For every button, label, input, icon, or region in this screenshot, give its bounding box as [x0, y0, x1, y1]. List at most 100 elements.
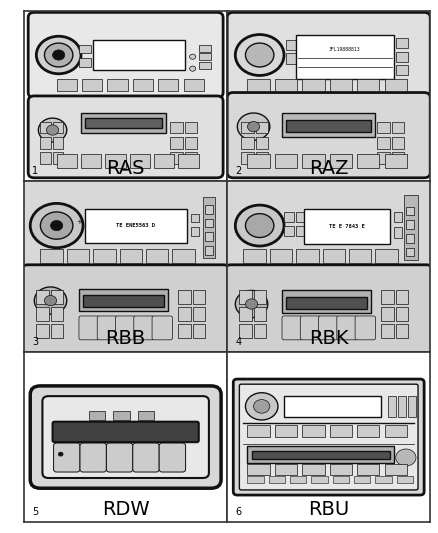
- Bar: [405, 207, 413, 215]
- Bar: [184, 137, 196, 149]
- Bar: [374, 249, 397, 263]
- Text: RAS: RAS: [106, 159, 145, 178]
- Bar: [296, 35, 393, 79]
- Bar: [283, 225, 293, 236]
- Bar: [395, 38, 407, 48]
- Bar: [198, 62, 211, 69]
- Circle shape: [36, 36, 81, 74]
- Circle shape: [53, 50, 65, 60]
- Bar: [395, 52, 407, 62]
- Bar: [241, 122, 253, 133]
- Bar: [113, 411, 130, 420]
- Bar: [395, 65, 407, 76]
- Bar: [145, 249, 168, 263]
- Bar: [255, 137, 267, 149]
- FancyBboxPatch shape: [281, 316, 302, 340]
- Bar: [178, 290, 190, 304]
- Bar: [251, 451, 389, 459]
- Circle shape: [54, 449, 67, 459]
- Text: 4: 4: [235, 337, 241, 346]
- Bar: [40, 152, 50, 164]
- Bar: [130, 154, 150, 167]
- Circle shape: [34, 287, 67, 314]
- Bar: [192, 290, 205, 304]
- Bar: [247, 154, 269, 167]
- Bar: [253, 308, 265, 321]
- Text: TE E 7843 E: TE E 7843 E: [328, 224, 364, 229]
- Bar: [296, 212, 306, 222]
- Bar: [329, 425, 351, 437]
- Text: TE ENE5563 D: TE ENE5563 D: [116, 223, 155, 228]
- Bar: [170, 137, 182, 149]
- Text: RAZ: RAZ: [308, 159, 348, 178]
- Bar: [348, 249, 371, 263]
- FancyBboxPatch shape: [53, 422, 198, 442]
- Bar: [329, 464, 351, 474]
- Bar: [403, 195, 417, 260]
- Bar: [79, 45, 91, 53]
- Bar: [395, 325, 407, 338]
- FancyBboxPatch shape: [227, 93, 429, 178]
- Bar: [377, 152, 389, 164]
- Bar: [391, 152, 403, 164]
- Bar: [283, 396, 381, 417]
- FancyBboxPatch shape: [223, 265, 433, 353]
- Bar: [158, 79, 178, 91]
- Circle shape: [189, 66, 195, 71]
- Bar: [50, 308, 63, 321]
- FancyBboxPatch shape: [20, 180, 231, 273]
- Bar: [247, 446, 393, 463]
- Text: RBK: RBK: [308, 329, 348, 349]
- Bar: [393, 227, 401, 238]
- Circle shape: [235, 35, 283, 76]
- Bar: [395, 308, 407, 321]
- Bar: [50, 325, 63, 338]
- Bar: [281, 290, 371, 312]
- Bar: [247, 425, 269, 437]
- Text: RBB: RBB: [105, 329, 145, 349]
- Bar: [184, 122, 196, 133]
- FancyBboxPatch shape: [106, 443, 132, 472]
- Bar: [83, 295, 164, 308]
- Bar: [253, 325, 265, 338]
- Bar: [184, 152, 196, 164]
- Circle shape: [44, 43, 73, 67]
- Bar: [286, 120, 371, 132]
- Circle shape: [44, 295, 57, 306]
- Text: 5: 5: [32, 507, 39, 517]
- Bar: [302, 425, 324, 437]
- Circle shape: [46, 125, 59, 135]
- Bar: [183, 79, 203, 91]
- Bar: [85, 118, 162, 128]
- Text: +: +: [76, 219, 82, 225]
- Bar: [40, 249, 63, 263]
- Bar: [274, 154, 297, 167]
- Bar: [283, 212, 293, 222]
- Bar: [81, 154, 101, 167]
- Bar: [274, 79, 297, 91]
- FancyBboxPatch shape: [30, 386, 221, 488]
- Bar: [381, 325, 393, 338]
- Bar: [57, 79, 77, 91]
- Bar: [374, 477, 391, 483]
- Bar: [36, 308, 48, 321]
- Bar: [332, 477, 348, 483]
- Bar: [377, 137, 389, 149]
- Circle shape: [235, 290, 267, 318]
- Bar: [329, 79, 351, 91]
- Bar: [85, 208, 186, 243]
- Bar: [391, 122, 403, 133]
- Bar: [170, 152, 182, 164]
- FancyBboxPatch shape: [97, 316, 117, 340]
- Bar: [377, 122, 389, 133]
- Circle shape: [189, 54, 195, 59]
- Circle shape: [245, 299, 257, 309]
- Bar: [198, 53, 211, 60]
- FancyBboxPatch shape: [223, 180, 433, 273]
- Bar: [132, 79, 153, 91]
- Bar: [381, 308, 393, 321]
- FancyBboxPatch shape: [20, 265, 231, 353]
- Text: 6: 6: [235, 507, 241, 517]
- Bar: [172, 249, 194, 263]
- Circle shape: [38, 118, 67, 142]
